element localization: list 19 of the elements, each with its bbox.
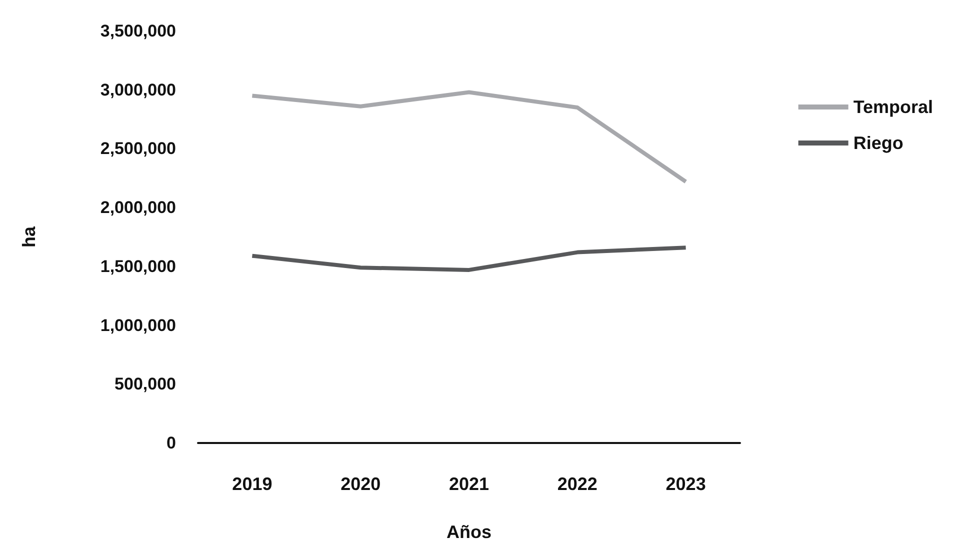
x-tick-label: 2023	[666, 474, 706, 494]
y-tick-label: 1,000,000	[100, 316, 176, 335]
line-series	[250, 90, 688, 184]
y-tick-label: 1,500,000	[100, 256, 176, 276]
x-axis-title: Años	[446, 522, 492, 542]
x-tick-label: 2019	[232, 474, 272, 494]
y-axis-title: ha	[19, 226, 39, 248]
legend-label: Riego	[853, 133, 904, 153]
y-tick-label: 0	[166, 434, 176, 452]
y-tick-label: 2,000,000	[100, 198, 176, 218]
line-series	[250, 246, 688, 272]
x-tick-label: 2022	[557, 474, 598, 494]
y-tick-label: 3,000,000	[100, 80, 176, 100]
y-tick-label: 3,500,000	[100, 22, 176, 40]
y-tick-label: 2,500,000	[100, 139, 176, 158]
y-tick-label: 500,000	[114, 374, 176, 394]
x-tick-label: 2020	[340, 474, 381, 494]
x-tick-label: 2021	[448, 474, 490, 494]
legend-label: Temporal	[853, 97, 934, 117]
